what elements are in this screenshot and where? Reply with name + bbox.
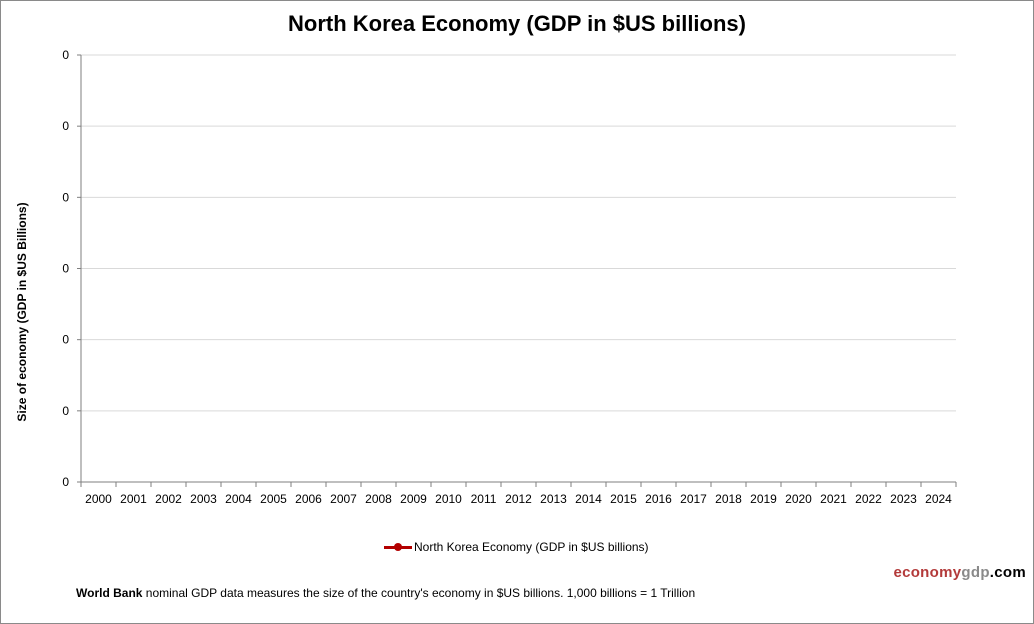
y-tick-label: 0 <box>62 475 69 489</box>
y-tick-label: 0 <box>62 119 69 133</box>
x-tick-label: 2022 <box>855 492 882 506</box>
x-tick-label: 2012 <box>505 492 532 506</box>
x-tick-label: 2017 <box>680 492 707 506</box>
x-tick-label: 2019 <box>750 492 777 506</box>
x-tick-label: 2018 <box>715 492 742 506</box>
footnote-source: World Bank <box>76 586 143 600</box>
x-tick-label: 2013 <box>540 492 567 506</box>
footnote-text: nominal GDP data measures the size of th… <box>142 586 696 600</box>
x-tick-label: 2007 <box>330 492 357 506</box>
chart-title: North Korea Economy (GDP in $US billions… <box>288 11 746 36</box>
x-tick-label: 2024 <box>925 492 952 506</box>
x-tick-label: 2015 <box>610 492 637 506</box>
footnote: World Bank nominal GDP data measures the… <box>76 586 695 600</box>
x-tick-label: 2002 <box>155 492 182 506</box>
brand-logo: economygdp.com <box>893 564 1026 581</box>
x-tick-label: 2010 <box>435 492 462 506</box>
x-tick-label: 2023 <box>890 492 917 506</box>
y-tick-label: 0 <box>62 404 69 418</box>
y-tick-label: 0 <box>62 190 69 204</box>
legend-swatch <box>384 539 412 555</box>
x-tick-label: 2001 <box>120 492 147 506</box>
x-tick-label: 2006 <box>295 492 322 506</box>
x-tick-label: 2008 <box>365 492 392 506</box>
legend: North Korea Economy (GDP in $US billions… <box>384 538 649 556</box>
legend-marker <box>394 543 402 551</box>
x-tick-label: 2009 <box>400 492 427 506</box>
brand-part-3: .com <box>989 564 1026 581</box>
y-tick-label: 0 <box>62 48 69 62</box>
brand-part-1: economy <box>893 564 962 581</box>
x-tick-label: 2020 <box>785 492 812 506</box>
x-tick-label: 2003 <box>190 492 217 506</box>
x-tick-label: 2000 <box>85 492 112 506</box>
x-tick-label: 2004 <box>225 492 252 506</box>
x-tick-label: 2005 <box>260 492 287 506</box>
x-tick-label: 2016 <box>645 492 672 506</box>
x-tick-label: 2021 <box>820 492 847 506</box>
x-tick-label: 2014 <box>575 492 602 506</box>
legend-label: North Korea Economy (GDP in $US billions… <box>414 540 649 554</box>
y-tick-label: 0 <box>62 262 69 276</box>
brand-part-2: gdp <box>961 564 990 581</box>
x-tick-label: 2011 <box>471 492 497 506</box>
y-tick-label: 0 <box>62 333 69 347</box>
